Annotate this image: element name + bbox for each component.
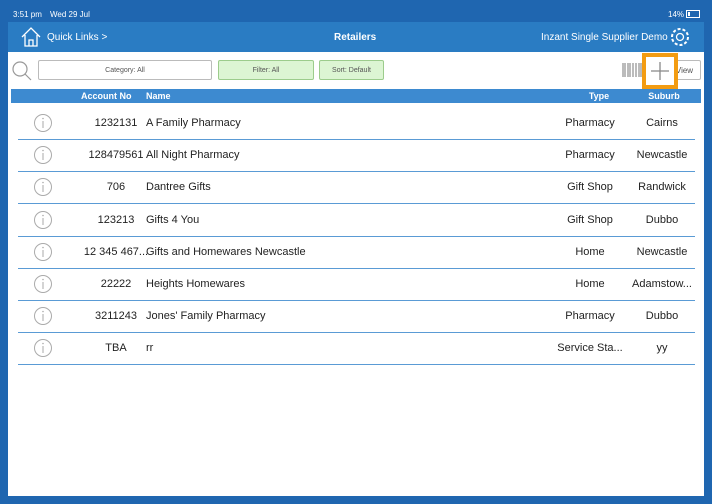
table-cell: Gifts and Homewares Newcastle bbox=[146, 245, 306, 258]
table-cell: A Family Pharmacy bbox=[146, 117, 241, 129]
table-cell: 22222 bbox=[100, 278, 132, 290]
search-icon[interactable] bbox=[11, 60, 33, 82]
table-cell: Heights Homewares bbox=[146, 278, 246, 290]
table-row[interactable]: 12 345 467... Gifts and Homewares Newcast… bbox=[18, 236, 695, 269]
account-name: Inzant Single Supplier Demo bbox=[541, 32, 668, 43]
table-row[interactable]: 706 Dantree Gifts Gift Shop Randwick bbox=[18, 171, 695, 205]
table-cell: 3211243 bbox=[94, 310, 137, 323]
table-cell: Newcastle bbox=[636, 245, 688, 258]
table-cell: 1232131 bbox=[94, 117, 138, 129]
table-cell: Adamstow... bbox=[632, 278, 692, 290]
status-time: 3:51 pm bbox=[13, 10, 42, 19]
plus-icon bbox=[651, 62, 669, 80]
table-cell: Cairns bbox=[646, 117, 678, 129]
info-icon[interactable] bbox=[33, 274, 53, 294]
table-cell: Gifts 4 You bbox=[146, 213, 200, 226]
status-battery: 14% bbox=[668, 10, 685, 19]
info-icon[interactable] bbox=[33, 113, 53, 133]
table-cell: Pharmacy bbox=[565, 149, 615, 162]
info-icon[interactable] bbox=[33, 338, 53, 358]
table-row[interactable]: 3211243 Jones' Family Pharmacy Pharmacy Dub… bbox=[18, 300, 695, 334]
filter-button[interactable]: Filter: All bbox=[218, 60, 314, 80]
info-icon[interactable] bbox=[33, 177, 53, 197]
table-cell: Pharmacy bbox=[565, 117, 615, 129]
table-row[interactable]: 128479561 All Night Pharmacy Pharmacy Newca… bbox=[18, 139, 695, 173]
content-panel: Category: All Filter: All Sort: Default … bbox=[8, 52, 704, 496]
table-cell: 12 345 467... bbox=[83, 245, 149, 258]
table-cell: Gift Shop bbox=[567, 213, 613, 226]
add-button[interactable] bbox=[642, 53, 678, 89]
table-cell: Jones' Family Pharmacy bbox=[146, 310, 266, 323]
column-header[interactable]: Suburb bbox=[648, 91, 680, 101]
table-cell: 123213 bbox=[97, 213, 135, 226]
table-cell: All Night Pharmacy bbox=[146, 149, 240, 162]
column-header[interactable]: Name bbox=[146, 91, 171, 101]
info-icon[interactable] bbox=[33, 306, 53, 326]
table-cell: Newcastle bbox=[636, 149, 688, 162]
header-bar: Quick Links > Retailers Inzant Single Su… bbox=[8, 22, 704, 52]
table-row[interactable]: 1232131 A Family Pharmacy Pharmacy Cairns bbox=[18, 107, 695, 140]
info-icon[interactable] bbox=[33, 145, 53, 165]
sort-button[interactable]: Sort: Default bbox=[319, 60, 384, 80]
settings-button[interactable] bbox=[669, 26, 691, 48]
table-cell: Pharmacy bbox=[565, 310, 615, 323]
table-cell: Dubbo bbox=[645, 310, 679, 323]
info-icon[interactable] bbox=[33, 210, 53, 230]
table-row[interactable]: 123213 Gifts 4 You Gift Shop Dubbo bbox=[18, 204, 695, 237]
table-cell: TBA bbox=[105, 342, 127, 355]
battery-icon bbox=[686, 10, 700, 18]
info-icon[interactable] bbox=[33, 242, 53, 262]
table-cell: Dantree Gifts bbox=[146, 181, 211, 194]
table-header: Account No Name Type Suburb bbox=[11, 89, 701, 103]
column-header[interactable]: Type bbox=[588, 91, 610, 101]
table-cell: 706 bbox=[106, 181, 126, 194]
table-cell: Home bbox=[575, 245, 605, 258]
category-filter[interactable]: Category: All bbox=[38, 60, 212, 80]
table-cell: rr bbox=[146, 342, 154, 355]
barcode-button[interactable] bbox=[622, 62, 642, 78]
quick-links[interactable]: Quick Links > bbox=[47, 32, 108, 43]
table-cell: Randwick bbox=[638, 181, 686, 194]
table-row[interactable]: 22222 Heights Homewares Home Adamstow... bbox=[18, 268, 695, 301]
table-cell: Service Sta... bbox=[557, 342, 623, 355]
page-title: Retailers bbox=[334, 32, 377, 43]
home-button[interactable] bbox=[20, 26, 42, 48]
table-row[interactable]: TBA rr Service Sta... yy bbox=[18, 332, 695, 366]
status-date: Wed 29 Jul bbox=[50, 10, 90, 19]
column-header[interactable]: Account No bbox=[81, 91, 132, 101]
table-cell: Gift Shop bbox=[567, 181, 613, 194]
table-cell: 128479561 bbox=[88, 149, 144, 162]
table-cell: Home bbox=[575, 278, 605, 290]
table-cell: yy bbox=[656, 342, 668, 355]
table-cell: Dubbo bbox=[645, 213, 679, 226]
